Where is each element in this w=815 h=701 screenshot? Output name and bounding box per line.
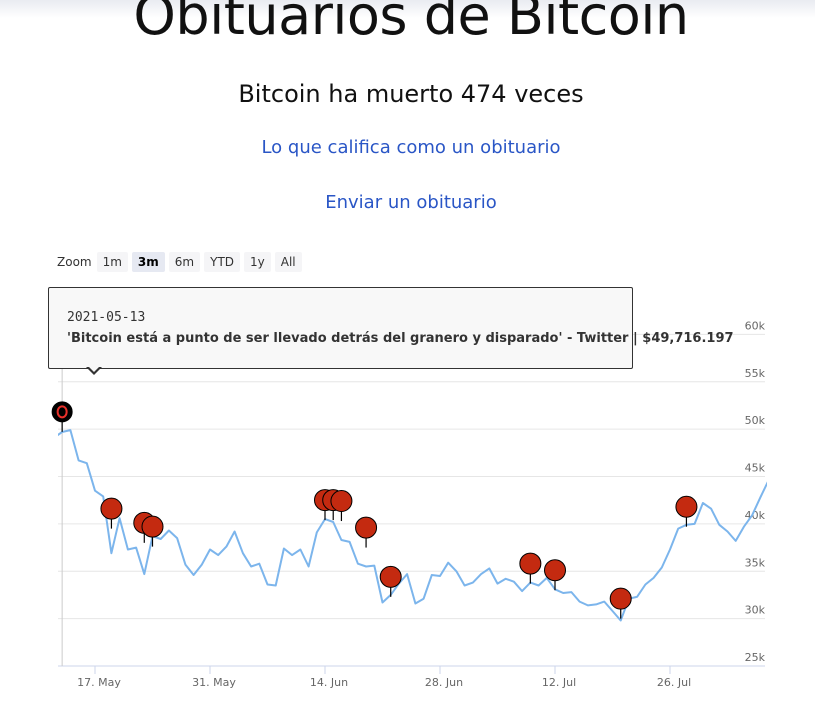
x-tick-label-1: 31. May	[192, 676, 236, 689]
obituary-dot[interactable]	[330, 490, 353, 513]
zoom-label: Zoom	[57, 255, 92, 269]
zoom-6m-button[interactable]: 6m	[168, 252, 201, 272]
price-line[interactable]	[21, 352, 785, 622]
obituary-marker[interactable]	[330, 490, 353, 522]
obituary-dot[interactable]	[609, 587, 632, 610]
zoom-3m-button[interactable]: 3m	[131, 252, 165, 272]
obituary-marker[interactable]	[100, 497, 123, 529]
x-tick-label-5: 26. Jul	[657, 676, 691, 689]
page-title: Obituarios de Bitcoin	[133, 0, 689, 47]
chart-tooltip: 2021-05-13 'Bitcoin está a punto de ser …	[48, 287, 734, 369]
chart-gridlines	[58, 333, 765, 620]
y-tick-label-6: 55k	[745, 367, 766, 380]
obituary-marker[interactable]	[379, 565, 402, 597]
zoom-ytd-button[interactable]: YTD	[204, 252, 241, 272]
chart-x-axis: 17. May 31. May 14. Jun 28. Jun 12. Jul 26. J…	[58, 665, 765, 689]
obituary-dot[interactable]	[544, 559, 566, 582]
zoom-1y-button[interactable]: 1y	[244, 252, 271, 272]
active-obituary-marker[interactable]	[51, 401, 73, 432]
x-tick-label-0: 17. May	[77, 676, 121, 689]
tooltip-date: 2021-05-13	[67, 310, 146, 325]
death-count-subtitle: Bitcoin ha muerto 474 veces	[238, 80, 584, 108]
submit-obituary-link[interactable]: Enviar un obituario	[325, 192, 497, 213]
obituary-dot[interactable]	[355, 516, 378, 539]
obituary-dot[interactable]	[379, 565, 402, 588]
chart-obituary-markers[interactable]	[51, 401, 698, 619]
x-tick-label-4: 12. Jul	[542, 676, 576, 689]
obituary-dot[interactable]	[141, 515, 164, 538]
zoom-bar: Zoom 1m 3m 6m YTD 1y All	[57, 251, 306, 273]
y-tick-label-4: 45k	[745, 462, 766, 475]
zoom-1m-button[interactable]: 1m	[96, 252, 128, 272]
obituary-dot[interactable]	[51, 401, 73, 423]
tooltip-pointer-fill	[88, 366, 100, 372]
obituary-dot[interactable]	[100, 497, 123, 520]
obituary-dot[interactable]	[675, 495, 698, 518]
y-tick-label-2: 35k	[745, 556, 766, 569]
y-tick-label-0: 25k	[745, 651, 766, 664]
what-qualifies-link[interactable]: Lo que califica como un obituario	[261, 137, 561, 158]
obituary-marker[interactable]	[519, 552, 542, 584]
obituary-marker[interactable]	[609, 587, 632, 619]
obituary-marker[interactable]	[675, 495, 698, 527]
obituary-dot-ring	[56, 405, 68, 419]
x-tick-label-2: 14. Jun	[310, 676, 348, 689]
y-tick-label-1: 30k	[745, 604, 766, 617]
y-tick-label-7: 60k	[745, 319, 766, 332]
x-tick-label-3: 28. Jun	[425, 676, 463, 689]
obituary-marker[interactable]	[544, 559, 566, 591]
chart-series-line[interactable]	[21, 352, 785, 622]
obituary-dot[interactable]	[519, 552, 542, 575]
zoom-all-button[interactable]: All	[274, 252, 302, 272]
y-tick-label-5: 50k	[745, 414, 766, 427]
tooltip-text: 'Bitcoin está a punto de ser llevado det…	[67, 331, 734, 346]
obituary-marker[interactable]	[355, 516, 378, 548]
top-band	[0, 0, 815, 18]
obituary-marker[interactable]	[141, 515, 164, 547]
